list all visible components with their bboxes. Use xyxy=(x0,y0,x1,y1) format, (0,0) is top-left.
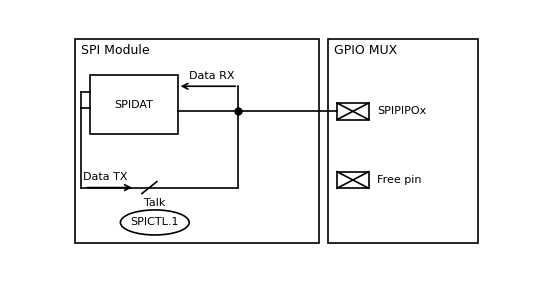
Text: GPIO MUX: GPIO MUX xyxy=(334,44,398,57)
Text: SPIDAT: SPIDAT xyxy=(115,100,153,110)
Ellipse shape xyxy=(121,210,189,235)
Text: Data RX: Data RX xyxy=(188,71,234,81)
Bar xyxy=(337,103,369,120)
Text: SPICTL.1: SPICTL.1 xyxy=(131,217,179,228)
Bar xyxy=(328,39,478,243)
Bar xyxy=(90,75,178,134)
Text: SPI Module: SPI Module xyxy=(81,44,150,57)
Text: Talk: Talk xyxy=(144,198,166,208)
Bar xyxy=(337,172,369,188)
Text: Data TX: Data TX xyxy=(83,172,127,182)
Text: SPIPIPOx: SPIPIPOx xyxy=(377,106,426,116)
Text: Free pin: Free pin xyxy=(377,175,422,185)
Bar xyxy=(75,39,318,243)
